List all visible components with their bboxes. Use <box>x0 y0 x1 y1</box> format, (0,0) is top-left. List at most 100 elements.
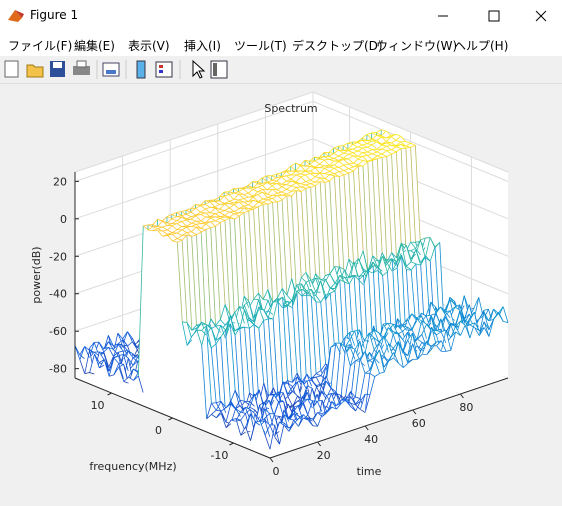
mesh-line <box>211 402 217 404</box>
mesh-line <box>444 311 451 319</box>
mesh-line <box>376 158 383 253</box>
mesh-line <box>383 322 389 325</box>
mesh-line <box>305 179 311 182</box>
mesh-line <box>307 398 313 402</box>
mesh-line <box>436 340 442 346</box>
mesh-line <box>381 157 388 263</box>
mesh-line <box>162 225 168 228</box>
mesh-line <box>113 344 119 350</box>
toolbar-icons[interactable] <box>0 56 240 83</box>
mesh-line <box>412 332 418 360</box>
mesh-line <box>281 184 287 188</box>
menu-item[interactable]: デスクトップ(D) <box>292 39 383 53</box>
mesh-line <box>445 310 451 316</box>
mesh-line <box>347 141 353 144</box>
mesh-line <box>291 190 297 192</box>
mesh-line <box>253 299 259 319</box>
mesh-line <box>354 340 361 350</box>
mesh-line <box>253 194 259 198</box>
mesh-line <box>391 146 397 151</box>
mesh-line <box>319 177 325 180</box>
mesh-line <box>219 203 225 210</box>
mesh-line <box>306 385 313 389</box>
x-tick-label: 20 <box>317 449 331 462</box>
mesh-line <box>103 359 110 372</box>
mesh-line <box>247 181 253 186</box>
mesh-line <box>421 312 427 317</box>
mesh-line <box>360 393 366 402</box>
mesh-line <box>362 146 368 149</box>
mesh-line <box>215 343 222 412</box>
menu-item[interactable]: 編集(E) <box>74 39 115 53</box>
mesh-line <box>410 261 417 265</box>
mesh-line <box>355 360 361 362</box>
mesh-line <box>314 158 320 162</box>
mesh-line <box>357 139 363 144</box>
mesh-line <box>315 280 322 296</box>
mesh-line <box>348 153 354 157</box>
mesh-line <box>387 258 393 273</box>
mesh-line <box>167 233 173 236</box>
mesh-line <box>108 357 115 372</box>
mesh-line <box>305 170 311 174</box>
mesh-line <box>296 293 303 392</box>
mesh-line <box>366 132 372 135</box>
mesh-line <box>181 234 188 241</box>
mesh-line <box>206 325 212 404</box>
mesh-line <box>234 306 240 313</box>
mesh-line <box>304 159 311 165</box>
menu-item[interactable]: 表示(V) <box>128 39 170 53</box>
menu-item[interactable]: ウィンドウ(W) <box>376 39 458 53</box>
mesh-line <box>200 212 206 215</box>
mesh-line <box>277 296 283 300</box>
mesh-line <box>84 346 90 351</box>
mesh-line <box>305 279 312 283</box>
z-tick-label: -60 <box>49 325 67 338</box>
mesh-line <box>344 276 350 285</box>
mesh-line <box>367 155 373 160</box>
mesh-line <box>195 215 202 222</box>
mesh-line <box>339 275 345 283</box>
x-tick-label: 0 <box>273 465 280 478</box>
mesh-line <box>195 204 201 206</box>
mesh-line <box>338 145 344 147</box>
mesh-line <box>118 353 124 357</box>
mesh-line <box>276 176 282 178</box>
mesh-line <box>319 172 326 179</box>
mesh-line <box>301 288 307 293</box>
mesh-line <box>243 188 249 194</box>
mesh-line <box>306 292 312 379</box>
menu-item[interactable]: ヘルプ(H) <box>454 39 509 53</box>
menu-item[interactable]: 挿入(I) <box>184 39 221 53</box>
mesh-line <box>312 425 318 427</box>
mesh-line <box>89 350 95 353</box>
mesh-line <box>455 320 461 327</box>
mesh-line <box>343 164 349 169</box>
mesh-line <box>474 322 480 331</box>
mesh-line <box>286 185 292 190</box>
z-tick-label: 0 <box>60 213 67 226</box>
mesh-line <box>209 207 216 214</box>
mesh-line <box>377 153 383 157</box>
mesh-line <box>426 340 433 350</box>
x-tick <box>364 425 369 431</box>
mesh-line <box>166 216 173 220</box>
mesh-line <box>298 417 304 427</box>
menu-item[interactable]: ファイル(F) <box>8 39 73 53</box>
mesh-line <box>373 329 380 343</box>
mesh-line <box>196 226 202 229</box>
mesh-line <box>372 160 378 268</box>
menu-item[interactable]: ツール(T) <box>234 39 287 53</box>
mesh-line <box>348 158 354 164</box>
mesh-line <box>405 141 411 144</box>
mesh-line <box>353 162 359 166</box>
mesh-line <box>350 403 356 406</box>
mesh-line <box>483 312 490 330</box>
window-controls[interactable] <box>422 0 562 32</box>
mesh-line <box>272 299 279 320</box>
mesh-line <box>195 211 201 216</box>
mesh-line <box>162 230 168 235</box>
mesh-line <box>371 144 378 150</box>
mesh-line <box>358 275 364 277</box>
mesh-line <box>282 297 288 381</box>
